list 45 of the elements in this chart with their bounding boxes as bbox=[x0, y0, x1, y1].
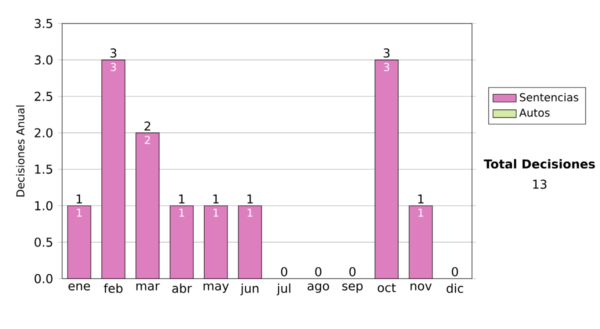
x-tick-label: ago bbox=[308, 283, 330, 293]
total-label: 1 bbox=[418, 194, 424, 204]
x-tick-label: sep bbox=[342, 283, 363, 293]
total-label: 0 bbox=[349, 266, 356, 276]
y-axis-title: Decisiones Anual bbox=[16, 105, 24, 196]
total-label: 0 bbox=[281, 266, 288, 276]
x-tick-label: ene bbox=[68, 283, 90, 290]
legend-label: Autos bbox=[519, 108, 550, 117]
data-label: 1 bbox=[418, 208, 424, 217]
x-tick-label: abr bbox=[172, 283, 192, 293]
y-tick-label: 3.5 bbox=[34, 18, 52, 28]
total-label: 1 bbox=[213, 194, 219, 204]
x-tick-label: mar bbox=[136, 283, 160, 290]
total-label: 1 bbox=[247, 194, 253, 204]
y-tick-label: 1.0 bbox=[35, 201, 52, 210]
legend-label: Sentencias bbox=[520, 92, 578, 102]
x-tick-label: jun bbox=[240, 283, 258, 296]
total-label: 1 bbox=[76, 194, 82, 204]
data-label: 3 bbox=[110, 62, 116, 72]
y-tick-label: 0.0 bbox=[34, 274, 52, 284]
x-tick-label: may bbox=[204, 283, 229, 293]
total-label: 0 bbox=[315, 266, 322, 276]
y-tick-label: 0.5 bbox=[34, 237, 52, 247]
data-label: 3 bbox=[384, 62, 390, 72]
y-tick-label: 1.5 bbox=[35, 164, 52, 174]
data-label: 2 bbox=[144, 136, 150, 144]
x-tick-label: dic bbox=[446, 283, 464, 293]
data-label: 1 bbox=[248, 208, 252, 217]
x-tick-label: jul bbox=[276, 283, 290, 296]
x-tick-label: oct bbox=[378, 283, 396, 292]
total-label: 0 bbox=[452, 266, 458, 276]
data-label: 1 bbox=[179, 208, 184, 217]
total-label: 3 bbox=[110, 48, 116, 58]
data-label: 1 bbox=[76, 208, 82, 217]
y-tick-label: 2.5 bbox=[34, 92, 52, 101]
data-label: 1 bbox=[214, 208, 218, 217]
x-tick-label: nov bbox=[410, 283, 432, 290]
x-tick-label: feb bbox=[104, 283, 122, 293]
y-tick-label: 2.0 bbox=[34, 128, 52, 138]
text: Total Decisiones bbox=[484, 158, 595, 168]
total-label: 3 bbox=[384, 48, 390, 58]
total-label: 2 bbox=[144, 121, 150, 130]
total-label: 1 bbox=[179, 194, 184, 204]
y-tick-label: 3.0 bbox=[34, 55, 52, 64]
text: 13 bbox=[533, 180, 546, 189]
